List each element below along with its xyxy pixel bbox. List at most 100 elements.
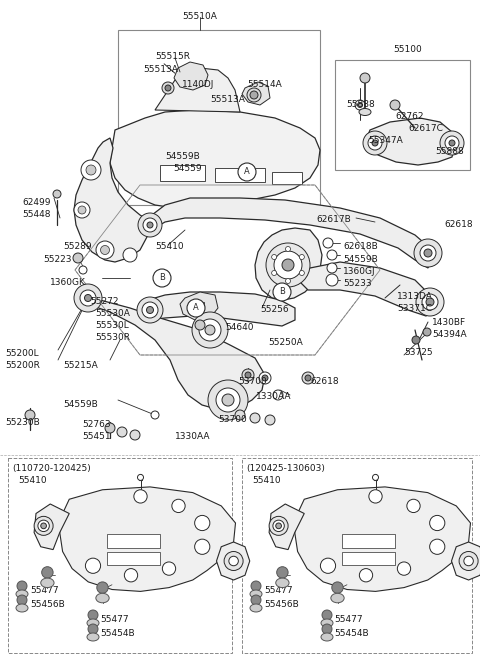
Circle shape [123,248,137,262]
Circle shape [372,475,379,480]
Text: 55530A: 55530A [95,309,130,318]
Circle shape [53,190,61,198]
Circle shape [259,372,271,384]
Text: 62618: 62618 [444,220,473,229]
Polygon shape [216,542,250,580]
Bar [272,172,302,184]
Ellipse shape [250,604,262,612]
Text: 55223: 55223 [43,255,72,264]
Circle shape [137,475,144,480]
Circle shape [323,238,333,248]
Circle shape [245,372,251,378]
Circle shape [42,567,53,578]
Circle shape [208,380,248,420]
Text: 1330AA: 1330AA [175,432,211,441]
Circle shape [78,206,86,214]
Polygon shape [269,504,304,550]
Circle shape [143,218,157,232]
Circle shape [355,100,365,110]
Text: 54559B: 54559B [343,255,378,264]
Circle shape [300,271,304,275]
Ellipse shape [16,590,28,598]
Circle shape [390,100,400,110]
Circle shape [224,552,243,570]
Bar [242,458,472,653]
Circle shape [247,88,261,102]
Circle shape [195,320,205,330]
Circle shape [151,411,159,419]
Circle shape [162,82,174,94]
Circle shape [449,140,455,146]
Circle shape [273,390,283,400]
Bar [215,168,265,182]
Text: 53700: 53700 [218,415,247,424]
Circle shape [80,290,96,306]
Circle shape [360,569,372,582]
Bar [118,30,320,205]
Ellipse shape [321,619,333,627]
Text: (120425-130603): (120425-130603) [246,464,325,473]
Polygon shape [155,68,240,112]
Circle shape [422,294,438,310]
Circle shape [358,102,362,108]
Circle shape [172,499,185,513]
Circle shape [423,328,431,336]
Polygon shape [296,262,432,316]
Circle shape [117,427,127,437]
Circle shape [250,413,260,423]
Polygon shape [180,292,218,320]
Ellipse shape [87,633,99,641]
Circle shape [414,239,442,267]
Circle shape [424,249,432,257]
Bar [107,552,159,565]
Ellipse shape [331,593,344,603]
Text: 62617C: 62617C [408,124,443,133]
Polygon shape [242,82,270,105]
Text: 55513A: 55513A [143,65,178,74]
Text: 62762: 62762 [395,112,423,121]
Text: 55250A: 55250A [268,338,303,347]
Text: 1430BF: 1430BF [432,318,466,327]
Text: B: B [279,288,285,296]
Ellipse shape [359,108,371,116]
Circle shape [85,558,101,574]
Circle shape [195,515,210,531]
Polygon shape [452,542,480,580]
Text: 1140DJ: 1140DJ [182,80,215,89]
Circle shape [84,294,92,302]
Text: 55451: 55451 [82,432,110,441]
Text: 62618B: 62618B [343,242,378,251]
Text: 55347A: 55347A [368,136,403,145]
Text: A: A [244,168,250,176]
Circle shape [430,515,445,531]
Text: 62618: 62618 [310,377,338,386]
Circle shape [416,288,444,316]
Text: 55477: 55477 [30,586,59,595]
Text: 55477: 55477 [100,615,129,624]
Circle shape [88,610,98,620]
Circle shape [269,516,288,535]
Circle shape [322,624,332,634]
Text: 62499: 62499 [22,198,50,207]
Circle shape [17,581,27,591]
Text: 55515R: 55515R [155,52,190,61]
Circle shape [97,582,108,593]
Circle shape [397,562,411,576]
Text: 55456B: 55456B [264,600,299,609]
Text: (110720-120425): (110720-120425) [12,464,91,473]
Circle shape [86,165,96,175]
Bar [342,552,395,565]
Circle shape [363,131,387,155]
Circle shape [229,556,239,566]
Text: 55215A: 55215A [63,361,98,370]
Text: 1330AA: 1330AA [256,392,291,401]
Ellipse shape [96,593,109,603]
Circle shape [332,582,343,593]
Text: 55530L: 55530L [95,321,129,330]
Circle shape [286,246,290,251]
Circle shape [286,279,290,284]
Circle shape [216,388,240,412]
Ellipse shape [16,604,28,612]
Circle shape [79,266,87,274]
Bar [107,535,159,548]
